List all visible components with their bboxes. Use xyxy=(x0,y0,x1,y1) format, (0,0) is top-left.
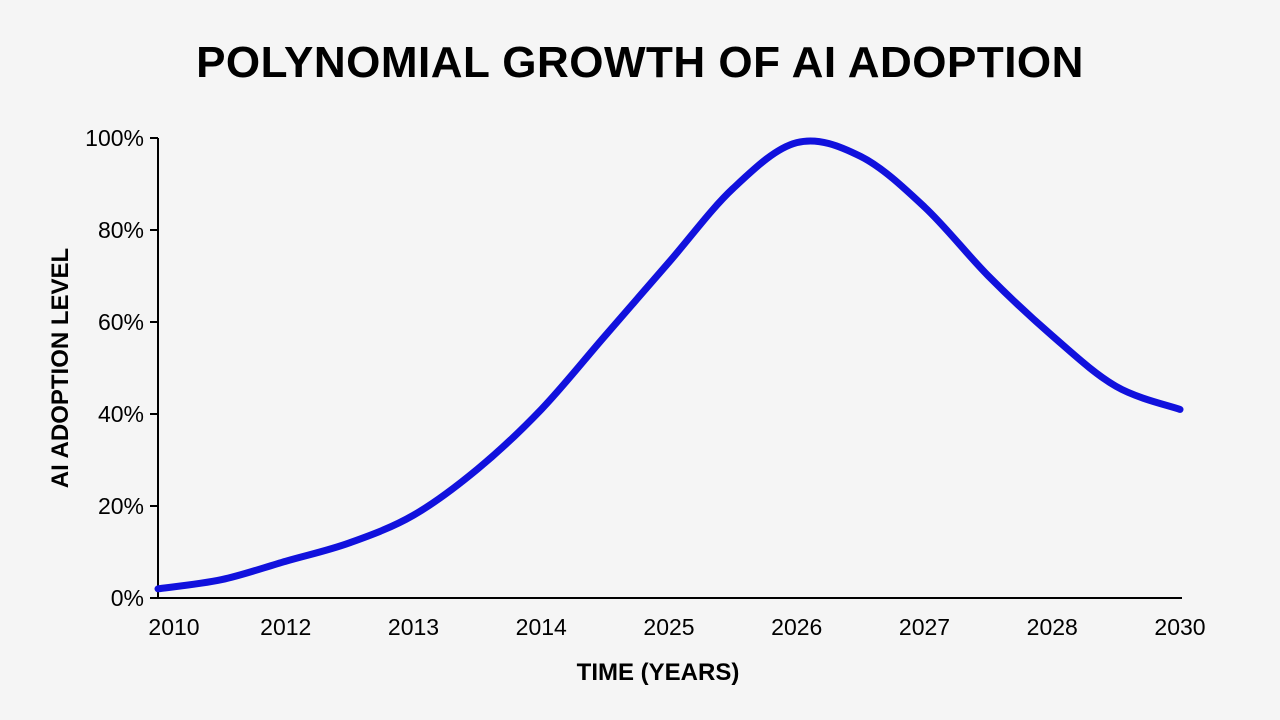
x-ticks: 2010 2012 2013 2014 2025 2026 2027 2028 2030 xyxy=(148,614,1205,640)
y-tick-label: 20% xyxy=(98,493,144,519)
x-tick-label: 2027 xyxy=(899,614,950,640)
series-line xyxy=(154,137,1184,593)
y-tick-label: 0% xyxy=(111,585,144,611)
x-tick-label: 2014 xyxy=(516,614,567,640)
x-tick-label: 2013 xyxy=(388,614,439,640)
series-group xyxy=(154,137,1184,593)
x-tick-label: 2010 xyxy=(148,614,199,640)
x-tick-label: 2030 xyxy=(1154,614,1205,640)
y-axis-label: AI ADOPTION LEVEL xyxy=(47,248,74,488)
x-axis-label: TIME (YEARS) xyxy=(577,659,740,686)
y-tick-label: 60% xyxy=(98,309,144,335)
x-tick-label: 2028 xyxy=(1027,614,1078,640)
x-tick-label: 2025 xyxy=(643,614,694,640)
y-tick-label: 80% xyxy=(98,217,144,243)
y-ticks: 0% 20% 40% 60% 80% 100% xyxy=(85,125,158,611)
x-tick-label: 2026 xyxy=(771,614,822,640)
x-tick-label: 2012 xyxy=(260,614,311,640)
chart-title: POLYNOMIAL GROWTH OF AI ADOPTION xyxy=(196,38,1084,87)
y-tick-label: 100% xyxy=(85,125,144,151)
y-tick-label: 40% xyxy=(98,401,144,427)
